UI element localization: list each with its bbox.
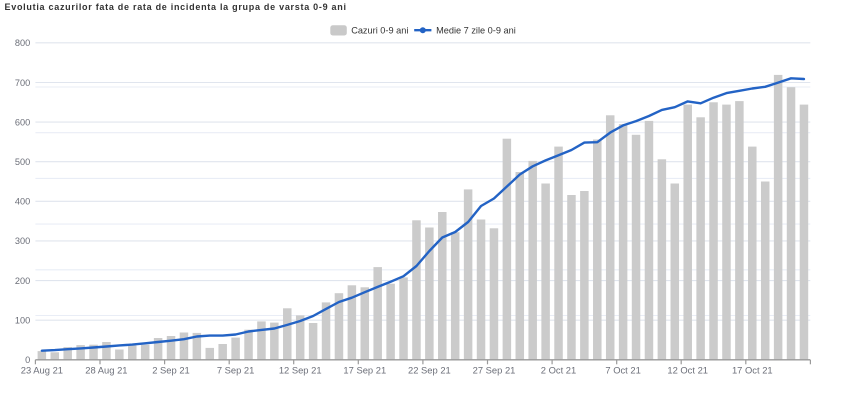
svg-text:2 Sep 21: 2 Sep 21 [152, 364, 190, 375]
svg-text:23 Aug 21: 23 Aug 21 [21, 364, 63, 375]
svg-text:700: 700 [15, 78, 30, 88]
svg-text:7 Oct 21: 7 Oct 21 [605, 364, 640, 375]
svg-text:100: 100 [15, 316, 30, 326]
svg-text:Cazuri 0-9 ani: Cazuri 0-9 ani [351, 26, 408, 36]
svg-text:600: 600 [15, 117, 30, 127]
svg-text:200: 200 [15, 276, 30, 286]
svg-text:27 Sep 21: 27 Sep 21 [473, 364, 516, 375]
svg-text:500: 500 [15, 157, 30, 167]
svg-text:400: 400 [15, 197, 30, 207]
svg-text:28 Aug 21: 28 Aug 21 [85, 364, 127, 375]
svg-text:22 Sep 21: 22 Sep 21 [408, 364, 451, 375]
svg-text:2 Oct 21: 2 Oct 21 [541, 364, 576, 375]
svg-text:300: 300 [15, 236, 30, 246]
svg-text:17 Oct 21: 17 Oct 21 [732, 364, 773, 375]
svg-text:0: 0 [25, 355, 30, 365]
svg-text:Evolutia cazurilor fata de rat: Evolutia cazurilor fata de rata de incid… [5, 2, 347, 12]
svg-text:17 Sep 21: 17 Sep 21 [343, 364, 386, 375]
svg-text:7 Sep 21: 7 Sep 21 [217, 364, 255, 375]
svg-text:Medie 7 zile 0-9 ani: Medie 7 zile 0-9 ani [436, 26, 516, 36]
svg-text:12 Oct 21: 12 Oct 21 [667, 364, 708, 375]
svg-text:12 Sep 21: 12 Sep 21 [279, 364, 322, 375]
svg-text:800: 800 [15, 38, 30, 48]
